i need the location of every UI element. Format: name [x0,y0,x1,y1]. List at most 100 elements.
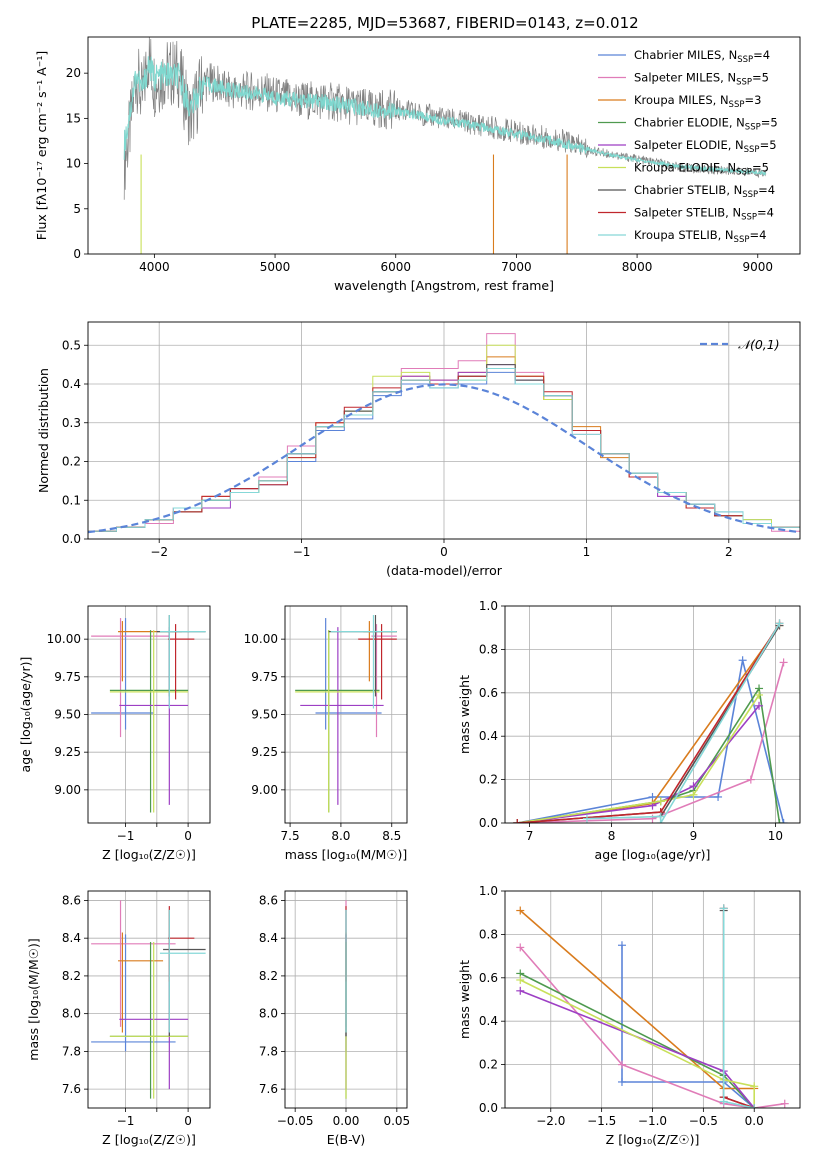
age-vs-mass-ytick-label: 9.00 [251,783,278,797]
legend-label-name: Chabrier ELODIE, N [634,116,745,130]
age-vs-mass-ytick-label: 9.75 [251,670,278,684]
legend-label-tail: =4 [753,48,770,62]
legend-label: Salpeter ELODIE, NSSP=5 [634,138,777,155]
legend-label-sub: SSP [736,78,752,88]
mass-vs-ebv-frame [284,890,408,1109]
age-vs-mass-plot-area [295,615,397,813]
mass-weight-vs-age-frame [504,605,801,824]
residual-histogram-plot-area [88,333,800,534]
age-vs-mass-panel: 7.5 8.0 8.5 9.00 9.25 9.50 9.75 10.00 mass [log₁… [244,605,408,862]
age-vs-mass-point-7 [358,624,397,700]
residual-histogram-ytick-label: 0.3 [62,416,81,430]
spectrum-model-line [123,56,767,176]
mass-weight-vs-z-ytick-label: 1.0 [479,884,498,898]
mass-weight-vs-z-frame [504,890,801,1109]
residual-histogram-panel: −2 −1 0 1 2 0.0 0.1 0.2 0.3 0.4 0.5 (data-model)/er… [36,321,801,578]
mass-weight-vs-z-ytick-label: 0.2 [479,1058,498,1072]
mass-vs-ebv-ytick-label: 7.8 [259,1044,278,1058]
residual-histogram-ytick-label: 0.4 [62,377,81,391]
spectrum-xlabel: wavelength [Angstrom, rest frame] [334,278,554,293]
age-vs-mass-frame [284,605,408,824]
gaussian-reference-line [88,383,800,534]
age-vs-z-ytick-label: 9.00 [54,783,81,797]
legend-label-tail: =4 [758,183,775,197]
figure-title: PLATE=2285, MJD=53687, FIBERID=0143, z=0… [251,14,638,32]
age-vs-mass-ytick-label: 9.50 [251,708,278,722]
age-vs-mass-xtick-label: 7.5 [281,829,300,843]
mass-vs-z-plot-area [91,900,206,1099]
residual-histogram-xtick-label: −2 [150,545,168,559]
legend-label: Kroupa ELODIE, NSSP=5 [634,161,769,178]
age-vs-z-ytick-label: 9.25 [54,745,81,759]
mass-vs-z-frame [87,890,211,1109]
age-vs-z-panel: −1 0 9.00 9.25 9.50 9.75 10.00 Z [log₁₀(Z/Z☉)] a… [18,605,211,862]
mass-weight-vs-age-xtick-label: 8 [608,829,616,843]
legend-label-tail: =5 [752,71,769,85]
mass-weight-vs-age-panel: 7 8 9 10 0.0 0.2 0.4 0.6 0.8 1.0 age [log₁₀(age/yr… [457,599,801,862]
residual-histogram-ytick-label: 0.5 [62,338,81,352]
legend-label-name: Kroupa ELODIE, N [634,161,736,175]
age-vs-z-frame [87,605,211,824]
spectrum-xtick-label: 4000 [139,260,170,274]
spectrum-ytick-label: 5 [73,202,81,216]
spectrum-xtick-label: 6000 [380,260,411,274]
mass-vs-z-xtick-label: 0 [184,1114,192,1128]
legend-label-name: Kroupa MILES, N [634,93,729,107]
age-vs-z-plot-area [91,615,206,813]
mass-weight-vs-age-ytick-label: 1.0 [479,599,498,613]
mass-weight-vs-z-ytick-label: 0.0 [479,1101,498,1115]
legend-label: Chabrier ELODIE, NSSP=5 [634,116,778,133]
mass-weight-vs-z-ytick-label: 0.4 [479,1014,498,1028]
mass-weight-vs-age-ytick-label: 0.4 [479,729,498,743]
mass-weight-vs-z-xtick-label: −1.0 [638,1114,667,1128]
mass-vs-z-xlabel: Z [log₁₀(Z/Z☉)] [102,1132,196,1147]
spectrum-xtick-label: 8000 [622,260,653,274]
residual-histogram-xtick-label: 2 [725,545,733,559]
mass-vs-ebv-xtick-label: −0.05 [277,1114,314,1128]
age-vs-mass-ytick-label: 9.25 [251,745,278,759]
mass-weight-vs-z-ytick-label: 0.6 [479,971,498,985]
legend-label-sub: SSP [741,213,757,223]
age-vs-z-xtick-label: −1 [117,829,135,843]
residual-histogram-ytick-label: 0.1 [62,493,81,507]
legend-label-tail: =5 [760,138,777,152]
legend-label-name: Chabrier MILES, N [634,48,737,62]
mass-vs-ebv-ytick-label: 8.2 [259,969,278,983]
spectrum-frame [87,36,801,255]
mass-vs-z-ytick-label: 8.2 [62,969,81,983]
mass-vs-ebv-ytick-label: 8.0 [259,1007,278,1021]
legend-label-name: Salpeter MILES, N [634,71,736,85]
mass-weight-vs-age-xtick-label: 10 [768,829,783,843]
legend-label-sub: SSP [745,123,761,133]
legend-label-name: Kroupa STELIB, N [634,228,734,242]
reference-legend-label: 𝒩(0,1) [738,337,780,352]
legend-label: Chabrier MILES, NSSP=4 [634,48,770,65]
mass-vs-z-ytick-label: 8.0 [62,1007,81,1021]
mass-weight-vs-z-ylabel: mass weight [457,960,472,1039]
legend-label-sub: SSP [729,100,745,110]
age-vs-mass-point-4 [300,627,384,805]
mass-vs-z-point-1 [91,900,176,1027]
residual-histogram-xtick-label: 1 [583,545,591,559]
legend-label-sub: SSP [734,235,750,245]
legend-label-name: Chabrier STELIB, N [634,183,742,197]
residual-histogram-ytick-label: 0.2 [62,455,81,469]
legend-label: Kroupa MILES, NSSP=3 [634,93,761,110]
legend-label-sub: SSP [744,145,760,155]
legend-label-tail: =4 [757,206,774,220]
mass-weight-vs-age-series-kroupa-elodie [517,694,760,823]
legend-label: Kroupa STELIB, NSSP=4 [634,228,766,245]
age-vs-z-ylabel: age [log₁₀(age/yr)] [18,657,33,773]
legend-label: Salpeter MILES, NSSP=5 [634,71,769,88]
legend-label-sub: SSP [736,168,752,178]
age-vs-mass-xtick-label: 8.5 [382,829,401,843]
mass-weight-vs-z-plot-area [516,904,789,1108]
mass-vs-z-ylabel: mass [log₁₀(M/M☉)] [26,938,41,1060]
legend-label-sub: SSP [737,55,753,65]
legend-label: Salpeter STELIB, NSSP=4 [634,206,774,223]
legend-label-tail: =3 [744,93,761,107]
mass-weight-vs-age-series-salpeter-miles [517,662,785,823]
mass-weight-vs-z-series-chabrier-miles [621,945,755,1108]
age-vs-mass-ytick-label: 10.00 [244,632,278,646]
